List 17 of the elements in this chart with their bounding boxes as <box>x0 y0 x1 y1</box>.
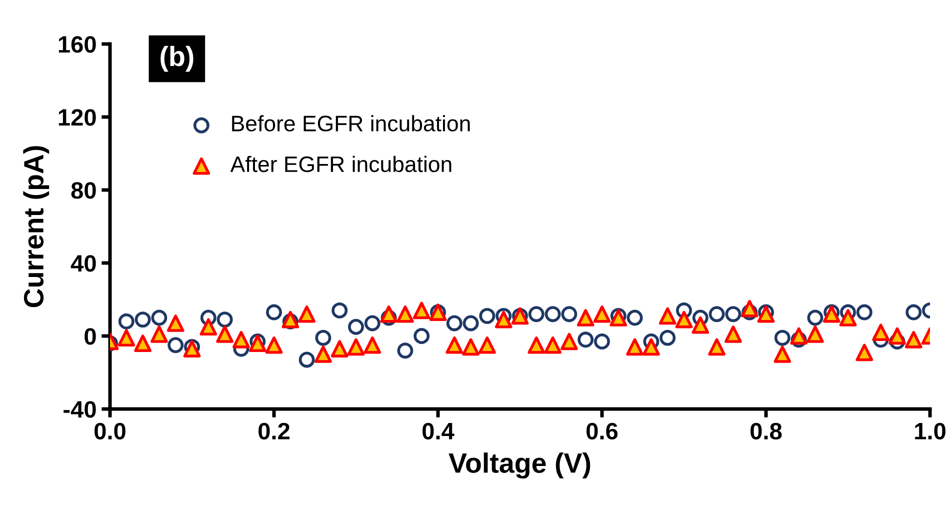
x-tick-label: 0.2 <box>258 422 290 440</box>
x-tick-label: 0.8 <box>750 422 782 440</box>
y-tick-label: 40 <box>70 255 96 272</box>
x-tick-label: 0.0 <box>94 422 126 440</box>
chart-title: (b) <box>160 46 194 72</box>
legend-label: Before EGFR incubation <box>232 115 470 132</box>
y-tick-label: 160 <box>58 36 96 53</box>
x-tick-label: 0.6 <box>586 422 618 440</box>
y-tick-label: 0 <box>84 328 96 345</box>
y-tick-label: 120 <box>58 109 96 126</box>
x-tick-label: 0.4 <box>422 422 454 440</box>
y-tick-label: -40 <box>64 401 96 418</box>
x-axis-title: Voltage (V) <box>448 452 590 479</box>
x-tick-label: 1.0 <box>915 422 946 440</box>
y-tick-label: 80 <box>71 182 96 199</box>
y-axis-title: Current (pA) <box>23 146 50 308</box>
legend-label: After EGFR incubation <box>230 156 452 172</box>
